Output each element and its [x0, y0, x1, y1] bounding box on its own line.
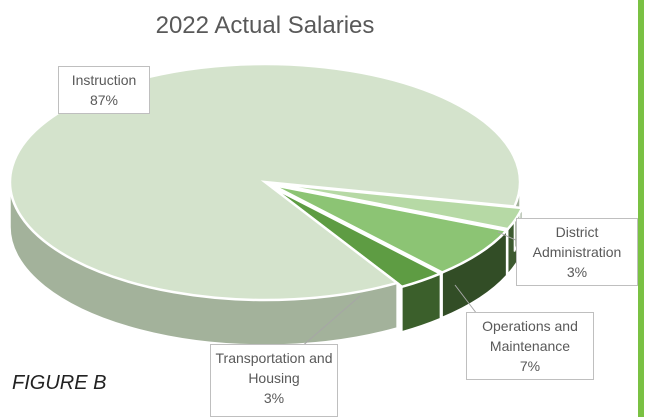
- chart-title: 2022 Actual Salaries: [155, 12, 375, 39]
- category: Instruction: [71, 72, 137, 88]
- slice-label: Transportation and Housing 3%: [210, 344, 338, 417]
- category: District Administration: [532, 224, 622, 260]
- value-label: 87%: [89, 92, 119, 108]
- value-label: 3%: [566, 264, 588, 280]
- pie-slice: [270, 183, 510, 274]
- pie-slice: [272, 182, 524, 231]
- pie-slice: [8, 62, 522, 302]
- slice-label: District Administration 3%: [516, 218, 638, 286]
- pie-slice: [269, 184, 444, 289]
- slice-label: Instruction 87%: [58, 66, 150, 114]
- category: Operations and Maintenance: [482, 318, 578, 354]
- category: Transportation and Housing: [215, 350, 333, 386]
- value-label: 3%: [263, 390, 285, 406]
- slice-label: Operations and Maintenance 7%: [466, 312, 594, 380]
- pie-tops: [8, 62, 524, 302]
- side-accent: [638, 0, 644, 417]
- value-label: 7%: [519, 358, 541, 374]
- figure-caption: FIGURE B: [12, 372, 107, 394]
